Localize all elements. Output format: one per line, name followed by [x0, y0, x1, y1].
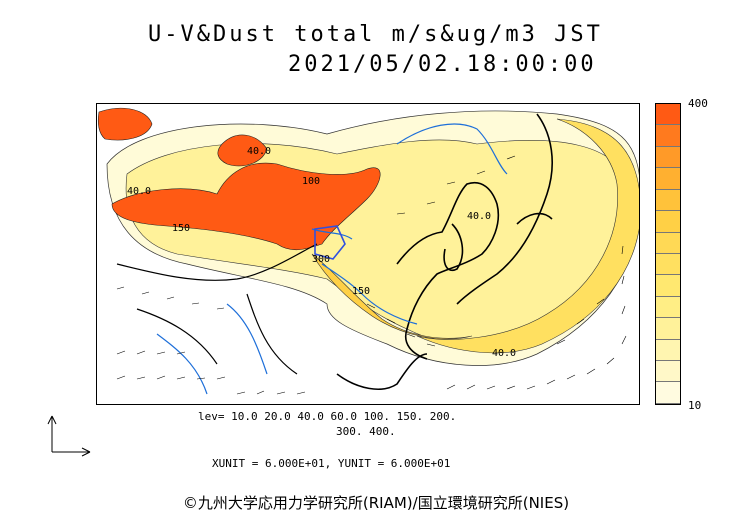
unit-scale-text: XUNIT = 6.000E+01, YUNIT = 6.000E+01 — [212, 457, 451, 470]
color-scale-swatch — [656, 211, 680, 233]
contour-label: 300 — [312, 254, 330, 265]
chart-title: U-V&Dust total m/s&ug/m3 JST — [148, 22, 603, 47]
region-outline — [314, 225, 346, 260]
dust-plume-east — [416, 118, 639, 354]
coastline-east-asia — [396, 182, 500, 360]
contour-label: 100 — [302, 176, 320, 187]
color-scale-swatch — [656, 361, 680, 383]
dust-plume-yellow — [311, 253, 473, 340]
color-scale-bar — [655, 103, 681, 405]
coastline-japan — [456, 113, 553, 305]
colorbar-max-label: 400 — [688, 97, 708, 110]
color-scale-swatch — [656, 318, 680, 340]
colorbar-min-label: 10 — [688, 399, 702, 412]
contour-label: 40.0 — [247, 146, 271, 157]
color-scale-swatch — [656, 339, 680, 362]
levels-line-1: lev= 10.0 20.0 40.0 60.0 100. 150. 200. — [198, 410, 457, 423]
color-scale-swatch — [656, 382, 680, 404]
contour-label: 40.0 — [467, 211, 491, 222]
dust-core-north — [217, 134, 268, 167]
map-canvas: 40.0 100 150 40.0 150 40.0 300 40.0 — [97, 107, 639, 395]
border-lines — [116, 243, 318, 375]
color-scale-swatch — [656, 104, 680, 126]
color-scale-swatch — [656, 253, 680, 276]
color-scale-swatch — [656, 296, 680, 319]
color-scale-swatch — [656, 146, 680, 169]
contour-label: 40.0 — [127, 186, 151, 197]
dust-map: 40.0 100 150 40.0 150 40.0 300 40.0 — [96, 103, 640, 405]
river-lines — [156, 123, 508, 395]
chart-timestamp: 2021/05/02.18:00:00 — [288, 52, 597, 77]
credit-text: ©九州大学応用力学研究所(RIAM)/国立環境研究所(NIES) — [182, 494, 570, 512]
color-scale-swatch — [656, 168, 680, 190]
wind-vectors — [116, 155, 627, 395]
coastline-south — [336, 353, 428, 390]
dust-core-west — [111, 162, 381, 251]
contour-label: 150 — [172, 223, 190, 234]
color-scale-swatch — [656, 125, 680, 147]
reference-axes-icon — [47, 415, 91, 457]
contour-label: 40.0 — [492, 348, 516, 359]
dust-core-northwest — [97, 107, 153, 141]
color-scale-swatch — [656, 189, 680, 212]
contour-label: 150 — [352, 286, 370, 297]
color-scale-swatch — [656, 232, 680, 254]
color-scale-swatch — [656, 275, 680, 297]
levels-line-2: 300. 400. — [336, 425, 396, 438]
coastline-korea — [443, 223, 464, 271]
